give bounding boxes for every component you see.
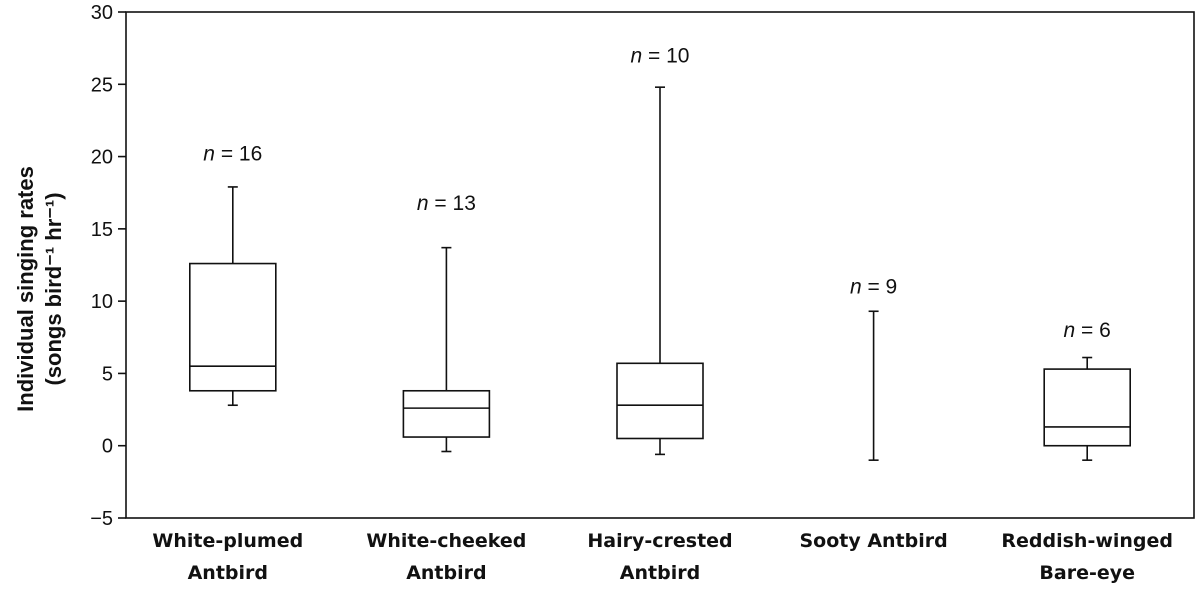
category-label-line1: White-cheeked xyxy=(366,530,526,552)
sample-size-labels: n = 16n = 13n = 10n = 9n = 6 xyxy=(203,44,1111,342)
category-label-line1: Hairy-crested xyxy=(587,530,732,552)
sample-size-value: = 13 xyxy=(429,192,476,215)
y-axis-title-line2: (songs bird⁻¹ hr⁻¹) xyxy=(41,192,66,385)
y-axis: 30 25 20 15 10 5 0 −5 xyxy=(90,2,126,530)
box-4 xyxy=(868,310,879,461)
plot-frame xyxy=(125,11,1195,519)
sample-size-n: n xyxy=(417,192,429,215)
y-tick-label: 30 xyxy=(91,2,113,24)
plot-border xyxy=(125,11,1195,519)
x-axis-category-labels: White-plumed Antbird White-cheeked Antbird H… xyxy=(152,530,1173,584)
interquartile-box xyxy=(1043,368,1131,447)
interquartile-box xyxy=(402,389,491,438)
category-label-line2: Bare-eye xyxy=(1039,562,1135,584)
box-5 xyxy=(1043,356,1131,461)
y-axis-title-line1: Individual singing rates xyxy=(13,166,38,412)
y-tick-label: 0 xyxy=(102,436,113,458)
category-label-line1: Sooty Antbird xyxy=(799,530,947,552)
category-label-line2: Antbird xyxy=(406,562,486,584)
sample-size-label: n = 10 xyxy=(631,44,690,67)
category-label-line1: White-plumed xyxy=(152,530,303,552)
box-1 xyxy=(189,186,277,407)
interquartile-box xyxy=(189,262,277,392)
y-tick-label: 5 xyxy=(102,363,113,385)
sample-size-value: = 9 xyxy=(862,276,898,299)
sample-size-n: n xyxy=(850,276,862,299)
sample-size-label: n = 13 xyxy=(417,192,476,215)
sample-size-value: = 6 xyxy=(1075,319,1111,342)
box-2 xyxy=(402,246,491,453)
y-tick-label: 10 xyxy=(91,291,113,313)
box-series xyxy=(189,86,1131,461)
sample-size-label: n = 6 xyxy=(1064,319,1111,342)
sample-size-label: n = 16 xyxy=(203,143,262,166)
y-tick-label: 25 xyxy=(91,74,113,96)
y-tick-label: 20 xyxy=(91,147,113,169)
y-tick-label: −5 xyxy=(90,508,113,530)
category-label-line2: Antbird xyxy=(620,562,700,584)
sample-size-n: n xyxy=(631,44,643,67)
interquartile-box xyxy=(616,362,704,440)
box-3 xyxy=(616,86,704,456)
sample-size-value: = 10 xyxy=(642,44,689,67)
category-label-line1: Reddish-winged xyxy=(1001,530,1173,552)
y-tick-label: 15 xyxy=(91,219,113,241)
sample-size-value: = 16 xyxy=(215,143,262,166)
sample-size-label: n = 9 xyxy=(850,276,897,299)
sample-size-n: n xyxy=(1064,319,1076,342)
category-label-line2: Antbird xyxy=(188,562,268,584)
sample-size-n: n xyxy=(203,143,215,166)
